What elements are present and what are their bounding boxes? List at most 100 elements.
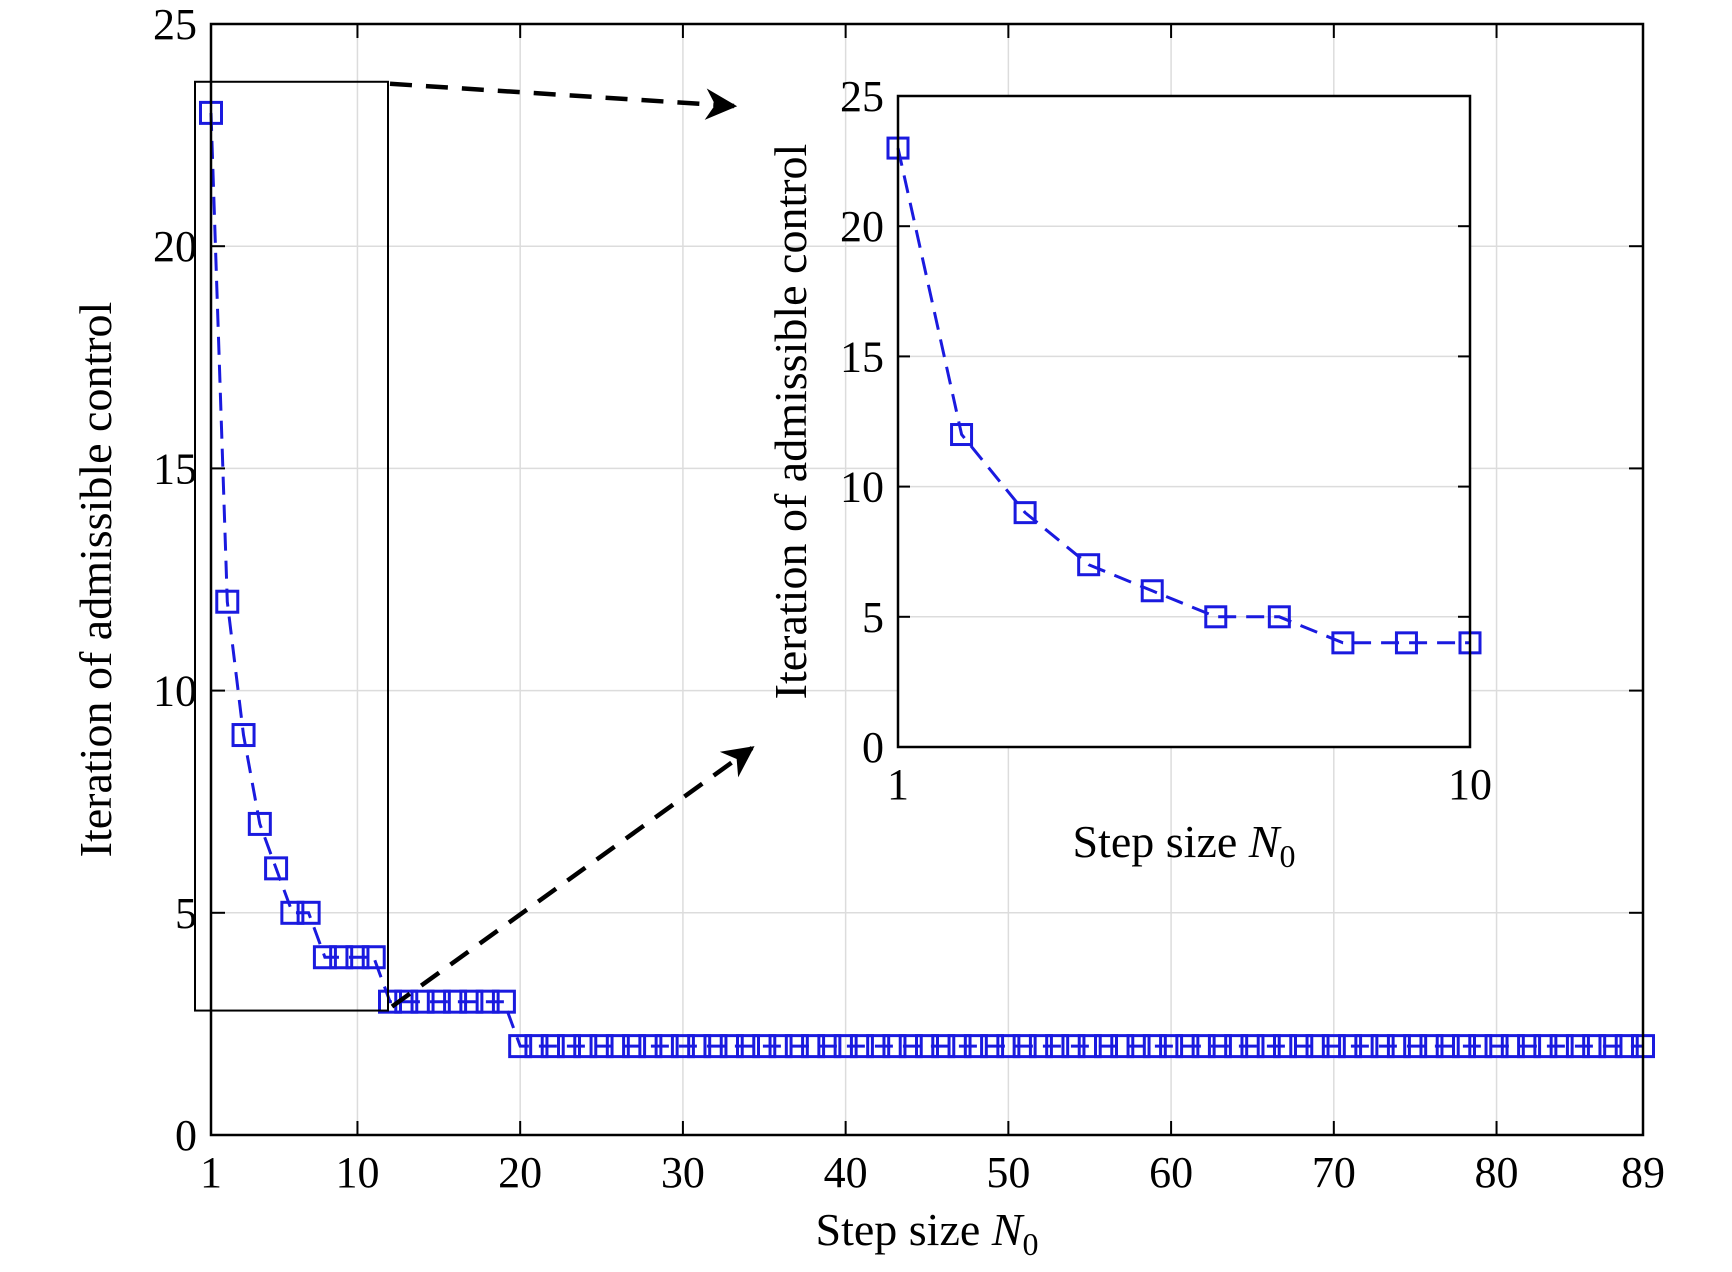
zoom-region-box (194, 80, 389, 1012)
main-data-point (1403, 1034, 1428, 1059)
main-x-tick-label: 50 (986, 1148, 1030, 1197)
main-data-point (801, 1034, 826, 1059)
main-data-point (915, 1034, 939, 1059)
main-x-tick-label: 10 (335, 1148, 379, 1197)
main-data-point (524, 1034, 549, 1059)
main-x-tick-label: 80 (1475, 1148, 1519, 1197)
main-data-point (459, 989, 484, 1014)
main-data-point (687, 1034, 712, 1059)
main-data-point (1110, 1034, 1135, 1059)
main-data-point (443, 989, 468, 1014)
main-data-point (817, 1034, 842, 1059)
main-data-point (1207, 1034, 1232, 1059)
main-x-axis-title: Step size N0 (816, 1204, 1039, 1262)
zoom-arrow-top (389, 81, 738, 120)
inset-y-tick-label: 10 (840, 463, 884, 512)
inset-data-point (1394, 631, 1418, 655)
inset-y-tick-label: 0 (862, 723, 884, 772)
main-data-point (345, 945, 370, 970)
main-data-point (1386, 1034, 1411, 1059)
inset-x-tick-label: 1 (887, 760, 909, 809)
main-data-point (719, 1034, 744, 1059)
main-data-point (947, 1034, 972, 1059)
main-data-point (1256, 1034, 1281, 1059)
inset-data-point (1013, 501, 1037, 525)
main-data-point (1468, 1034, 1493, 1059)
main-data-point (882, 1034, 907, 1059)
main-data-point (1094, 1034, 1118, 1059)
main-data-point (410, 989, 435, 1014)
inset-y-tick-label: 5 (862, 593, 884, 642)
main-data-point (1028, 1034, 1053, 1059)
main-data-point (1175, 1034, 1200, 1059)
main-data-point (1224, 1034, 1249, 1059)
main-data-point (1012, 1034, 1037, 1059)
main-data-point (1435, 1034, 1460, 1059)
main-data-point (247, 811, 272, 836)
main-data-point (784, 1034, 809, 1059)
main-data-point (1419, 1034, 1444, 1059)
main-data-point (573, 1034, 598, 1059)
main-data-point (996, 1034, 1021, 1059)
inset-data-point (1331, 631, 1355, 655)
main-data-point (1240, 1034, 1265, 1059)
main-data-point (329, 945, 354, 970)
main-data-point (491, 989, 516, 1014)
main-data-point (1500, 1034, 1525, 1059)
inset-data-point (1077, 553, 1101, 577)
inset-y-tick-label: 25 (840, 72, 884, 121)
main-data-point (703, 1034, 728, 1059)
inset-x-tick-label: 10 (1448, 760, 1492, 809)
main-data-point (540, 1034, 565, 1059)
main-data-point (1565, 1034, 1590, 1059)
main-x-tick-label: 20 (498, 1148, 542, 1197)
main-plot-frame (209, 22, 1645, 1137)
main-data-point (1354, 1034, 1379, 1059)
main-data-point (1142, 1034, 1167, 1059)
main-y-tick-label: 25 (153, 0, 197, 49)
main-data-point (312, 945, 337, 970)
main-data-point (264, 856, 289, 881)
main-data-point (1614, 1034, 1639, 1059)
main-data-point (1305, 1034, 1330, 1059)
inset-data-point (950, 423, 974, 447)
main-data-point (1549, 1034, 1574, 1059)
main-data-point (980, 1034, 1005, 1059)
inset-plot-frame (896, 94, 1472, 749)
main-data-point (1484, 1034, 1509, 1059)
main-x-tick-label: 40 (824, 1148, 868, 1197)
main-data-point (1126, 1034, 1151, 1059)
inset-data-point (1140, 579, 1164, 603)
main-data-point (296, 900, 321, 925)
main-y-tick-label: 10 (153, 667, 197, 716)
main-data-point (426, 989, 451, 1014)
main-y-tick-label: 5 (175, 889, 197, 938)
main-data-point (768, 1034, 793, 1059)
main-data-point (622, 1034, 647, 1059)
inset-chart-group: 1 10 0 5 10 15 20 25 Step size N0 Iteration of ad… (765, 72, 1492, 874)
main-data-point (898, 1034, 923, 1059)
main-y-tick-label: 20 (153, 222, 197, 271)
main-data-point (1338, 1034, 1363, 1059)
main-data-point (1061, 1034, 1086, 1059)
main-data-point (1533, 1034, 1558, 1059)
inset-y-axis-title: Iteration of admissible control (765, 144, 816, 700)
main-y-axis-title: Iteration of admissible control (70, 302, 121, 858)
main-data-point (1370, 1034, 1395, 1059)
main-data-point (866, 1034, 891, 1059)
main-data-point (654, 1034, 679, 1059)
main-x-tick-label: 30 (661, 1148, 705, 1197)
zoom-arrow-bottom (390, 746, 755, 1009)
main-data-point (1321, 1034, 1346, 1059)
main-data-point (1159, 1034, 1184, 1059)
main-data-point (589, 1034, 614, 1059)
main-data-point (1273, 1034, 1297, 1059)
main-data-point (1517, 1034, 1542, 1059)
main-data-point (1289, 1034, 1314, 1059)
main-x-tick-label: 60 (1149, 1148, 1193, 1197)
main-data-point (931, 1034, 956, 1059)
main-data-point (557, 1034, 581, 1059)
main-data-point (833, 1034, 858, 1059)
